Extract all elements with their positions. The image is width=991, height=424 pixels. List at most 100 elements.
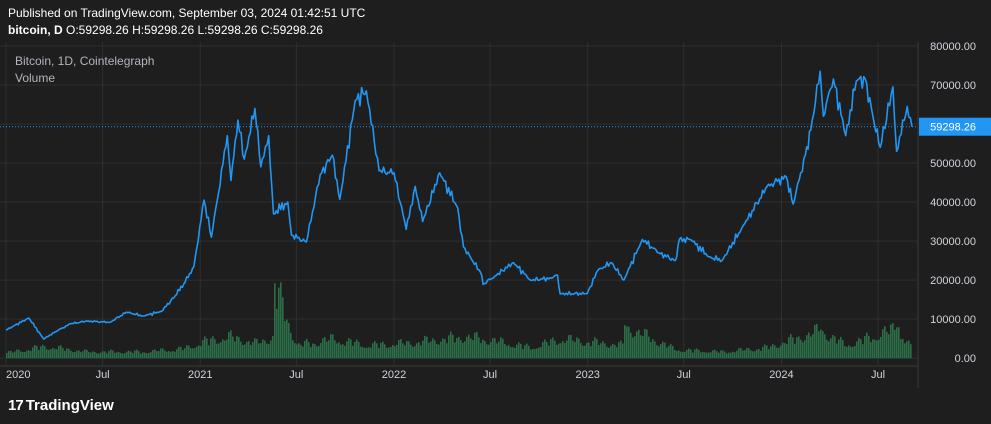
volume-bar: [742, 350, 744, 359]
time-axis: 2020 Jul 2021 Jul 2022 Jul 2023 Jul 2024 Jul: [6, 369, 885, 381]
volume-bar: [878, 339, 880, 359]
volume-bar: [870, 342, 872, 359]
volume-bar: [16, 349, 18, 359]
volume-bar: [20, 351, 22, 359]
volume-bar: [874, 339, 876, 359]
volume-bar: [172, 351, 174, 359]
volume-bar: [342, 344, 344, 359]
volume-bar: [344, 345, 346, 359]
volume-bar: [846, 346, 848, 359]
volume-bar: [806, 335, 808, 359]
volume-bar: [754, 351, 756, 359]
volume-bar: [532, 348, 534, 359]
volume-bar: [696, 348, 698, 359]
volume-bar: [268, 343, 270, 359]
volume-bar: [842, 339, 844, 359]
volume-bar: [840, 336, 842, 359]
volume-bar: [106, 353, 108, 359]
volume-bar: [908, 340, 910, 359]
volume-bar: [588, 342, 590, 359]
volume-bar: [510, 347, 512, 359]
x-tick-label: 2024: [769, 369, 793, 381]
volume-bar: [800, 339, 802, 359]
volume-bar: [436, 343, 438, 359]
volume-bar: [886, 331, 888, 359]
volume-bar: [188, 345, 190, 359]
volume-bar: [628, 326, 630, 359]
volume-bar: [704, 352, 706, 359]
volume-bar: [710, 352, 712, 359]
volume-bar: [552, 337, 554, 359]
volume-bar: [314, 344, 316, 359]
volume-bar: [154, 349, 156, 359]
volume-bar: [582, 345, 584, 359]
volume-bar: [606, 346, 608, 359]
volume-bar: [434, 340, 436, 359]
volume-bar: [66, 348, 68, 359]
volume-bar: [378, 347, 380, 359]
volume-bar: [856, 341, 858, 359]
volume-bar: [264, 340, 266, 359]
volume-bar: [720, 350, 722, 359]
volume-bar: [62, 347, 64, 359]
volume-bar: [400, 339, 402, 359]
volume-bar: [812, 334, 814, 359]
volume-bar: [10, 350, 12, 359]
volume-bar: [146, 353, 148, 359]
volume-bar: [422, 340, 424, 359]
volume-bar: [74, 352, 76, 359]
price-chart[interactable]: 0.00 10000.00 20000.00 30000.00 40000.00 5000…: [0, 42, 991, 388]
volume-bar: [98, 353, 100, 359]
volume-bar: [796, 337, 798, 359]
volume-bar: [660, 344, 662, 359]
volume-bar: [310, 346, 312, 359]
volume-bar: [662, 341, 664, 359]
volume-bar: [158, 351, 160, 359]
volume-bar: [546, 341, 548, 359]
volume-bar: [538, 347, 540, 359]
volume-bar: [294, 343, 296, 359]
volume-bar: [632, 337, 634, 359]
volume-bar: [636, 331, 638, 359]
volume-bar: [690, 349, 692, 359]
price-line: [5, 70, 913, 340]
volume-bar: [772, 344, 774, 359]
symbol-label: bitcoin, D: [8, 23, 63, 37]
volume-bar: [170, 351, 172, 359]
volume-bar: [702, 351, 704, 359]
volume-bar: [404, 345, 406, 359]
volume-bar: [148, 353, 150, 359]
volume-bar: [446, 343, 448, 359]
volume-bar: [156, 351, 158, 359]
volume-bar: [126, 351, 128, 359]
volume-histogram: [6, 282, 912, 359]
volume-bar: [500, 337, 502, 359]
volume-bar: [882, 329, 884, 359]
volume-bar: [316, 346, 318, 359]
volume-bar: [746, 347, 748, 359]
volume-bar: [838, 339, 840, 359]
volume-bar: [522, 348, 524, 359]
volume-bar: [50, 349, 52, 359]
volume-bar: [476, 331, 478, 359]
volume-bar: [634, 336, 636, 359]
volume-bar: [516, 344, 518, 359]
volume-bar: [134, 350, 136, 359]
volume-bar: [382, 341, 384, 359]
volume-bar: [824, 334, 826, 359]
volume-bar: [442, 338, 444, 359]
volume-bar: [482, 339, 484, 359]
volume-bar: [626, 326, 628, 359]
volume-bar: [260, 343, 262, 359]
volume-bar: [250, 345, 252, 359]
volume-bar: [94, 351, 96, 359]
volume-bar: [392, 345, 394, 359]
volume-bar: [28, 350, 30, 359]
volume-bar: [802, 342, 804, 359]
volume-bar: [218, 343, 220, 359]
volume-bar: [562, 341, 564, 359]
volume-bar: [174, 351, 176, 359]
volume-bar: [642, 336, 644, 359]
volume-bar: [46, 349, 48, 359]
volume-bar: [592, 340, 594, 359]
